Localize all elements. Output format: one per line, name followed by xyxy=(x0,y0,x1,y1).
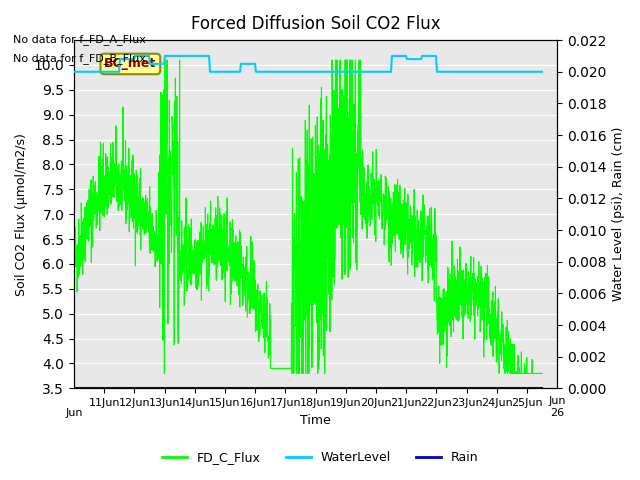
X-axis label: Time: Time xyxy=(300,414,331,427)
Text: No data for f_FD_B_Flux: No data for f_FD_B_Flux xyxy=(13,53,146,64)
Text: Jun
26: Jun 26 xyxy=(548,396,566,418)
Title: Forced Diffusion Soil CO2 Flux: Forced Diffusion Soil CO2 Flux xyxy=(191,15,440,33)
Legend: FD_C_Flux, WaterLevel, Rain: FD_C_Flux, WaterLevel, Rain xyxy=(157,446,483,469)
Y-axis label: Water Level (psi), Rain (cm): Water Level (psi), Rain (cm) xyxy=(612,127,625,301)
Text: No data for f_FD_A_Flux: No data for f_FD_A_Flux xyxy=(13,34,146,45)
Text: BC_met: BC_met xyxy=(104,58,156,71)
Y-axis label: Soil CO2 Flux (μmol/m2/s): Soil CO2 Flux (μmol/m2/s) xyxy=(15,133,28,296)
Text: Jun: Jun xyxy=(65,408,83,418)
